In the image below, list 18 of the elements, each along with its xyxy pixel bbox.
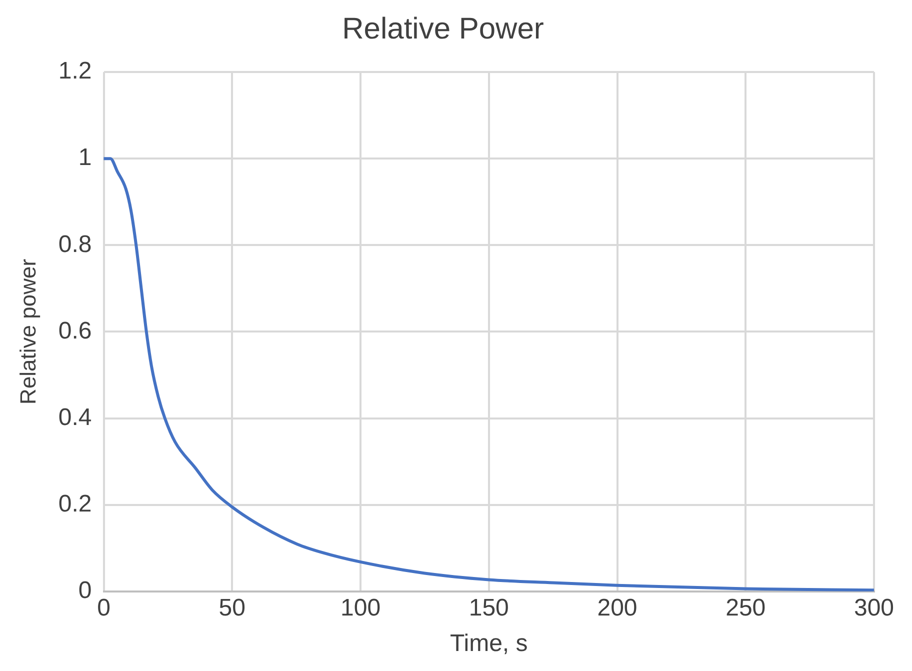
y-tick-label: 0 [78,577,92,604]
x-tick-label: 150 [468,594,509,622]
y-tick-label: 0.6 [58,317,92,344]
y-tick-label: 1.2 [58,58,92,85]
x-tick-label: 250 [726,594,766,622]
line-series [104,157,874,592]
x-axis-title: Time, s [450,630,528,658]
chart-title: Relative Power [342,12,544,46]
y-axis-title: Relative power [15,258,40,404]
x-tick-label: 300 [854,594,894,622]
x-tick-label: 200 [597,594,638,622]
x-tick-label: 50 [218,594,246,622]
y-tick-label: 0.8 [58,230,92,258]
x-tick-label: 0 [97,594,110,622]
x-tick-label: 100 [340,594,381,622]
y-tick-label: 0.4 [58,404,92,431]
y-tick-label: 1 [78,144,92,172]
y-tick-label: 0.2 [58,490,92,518]
